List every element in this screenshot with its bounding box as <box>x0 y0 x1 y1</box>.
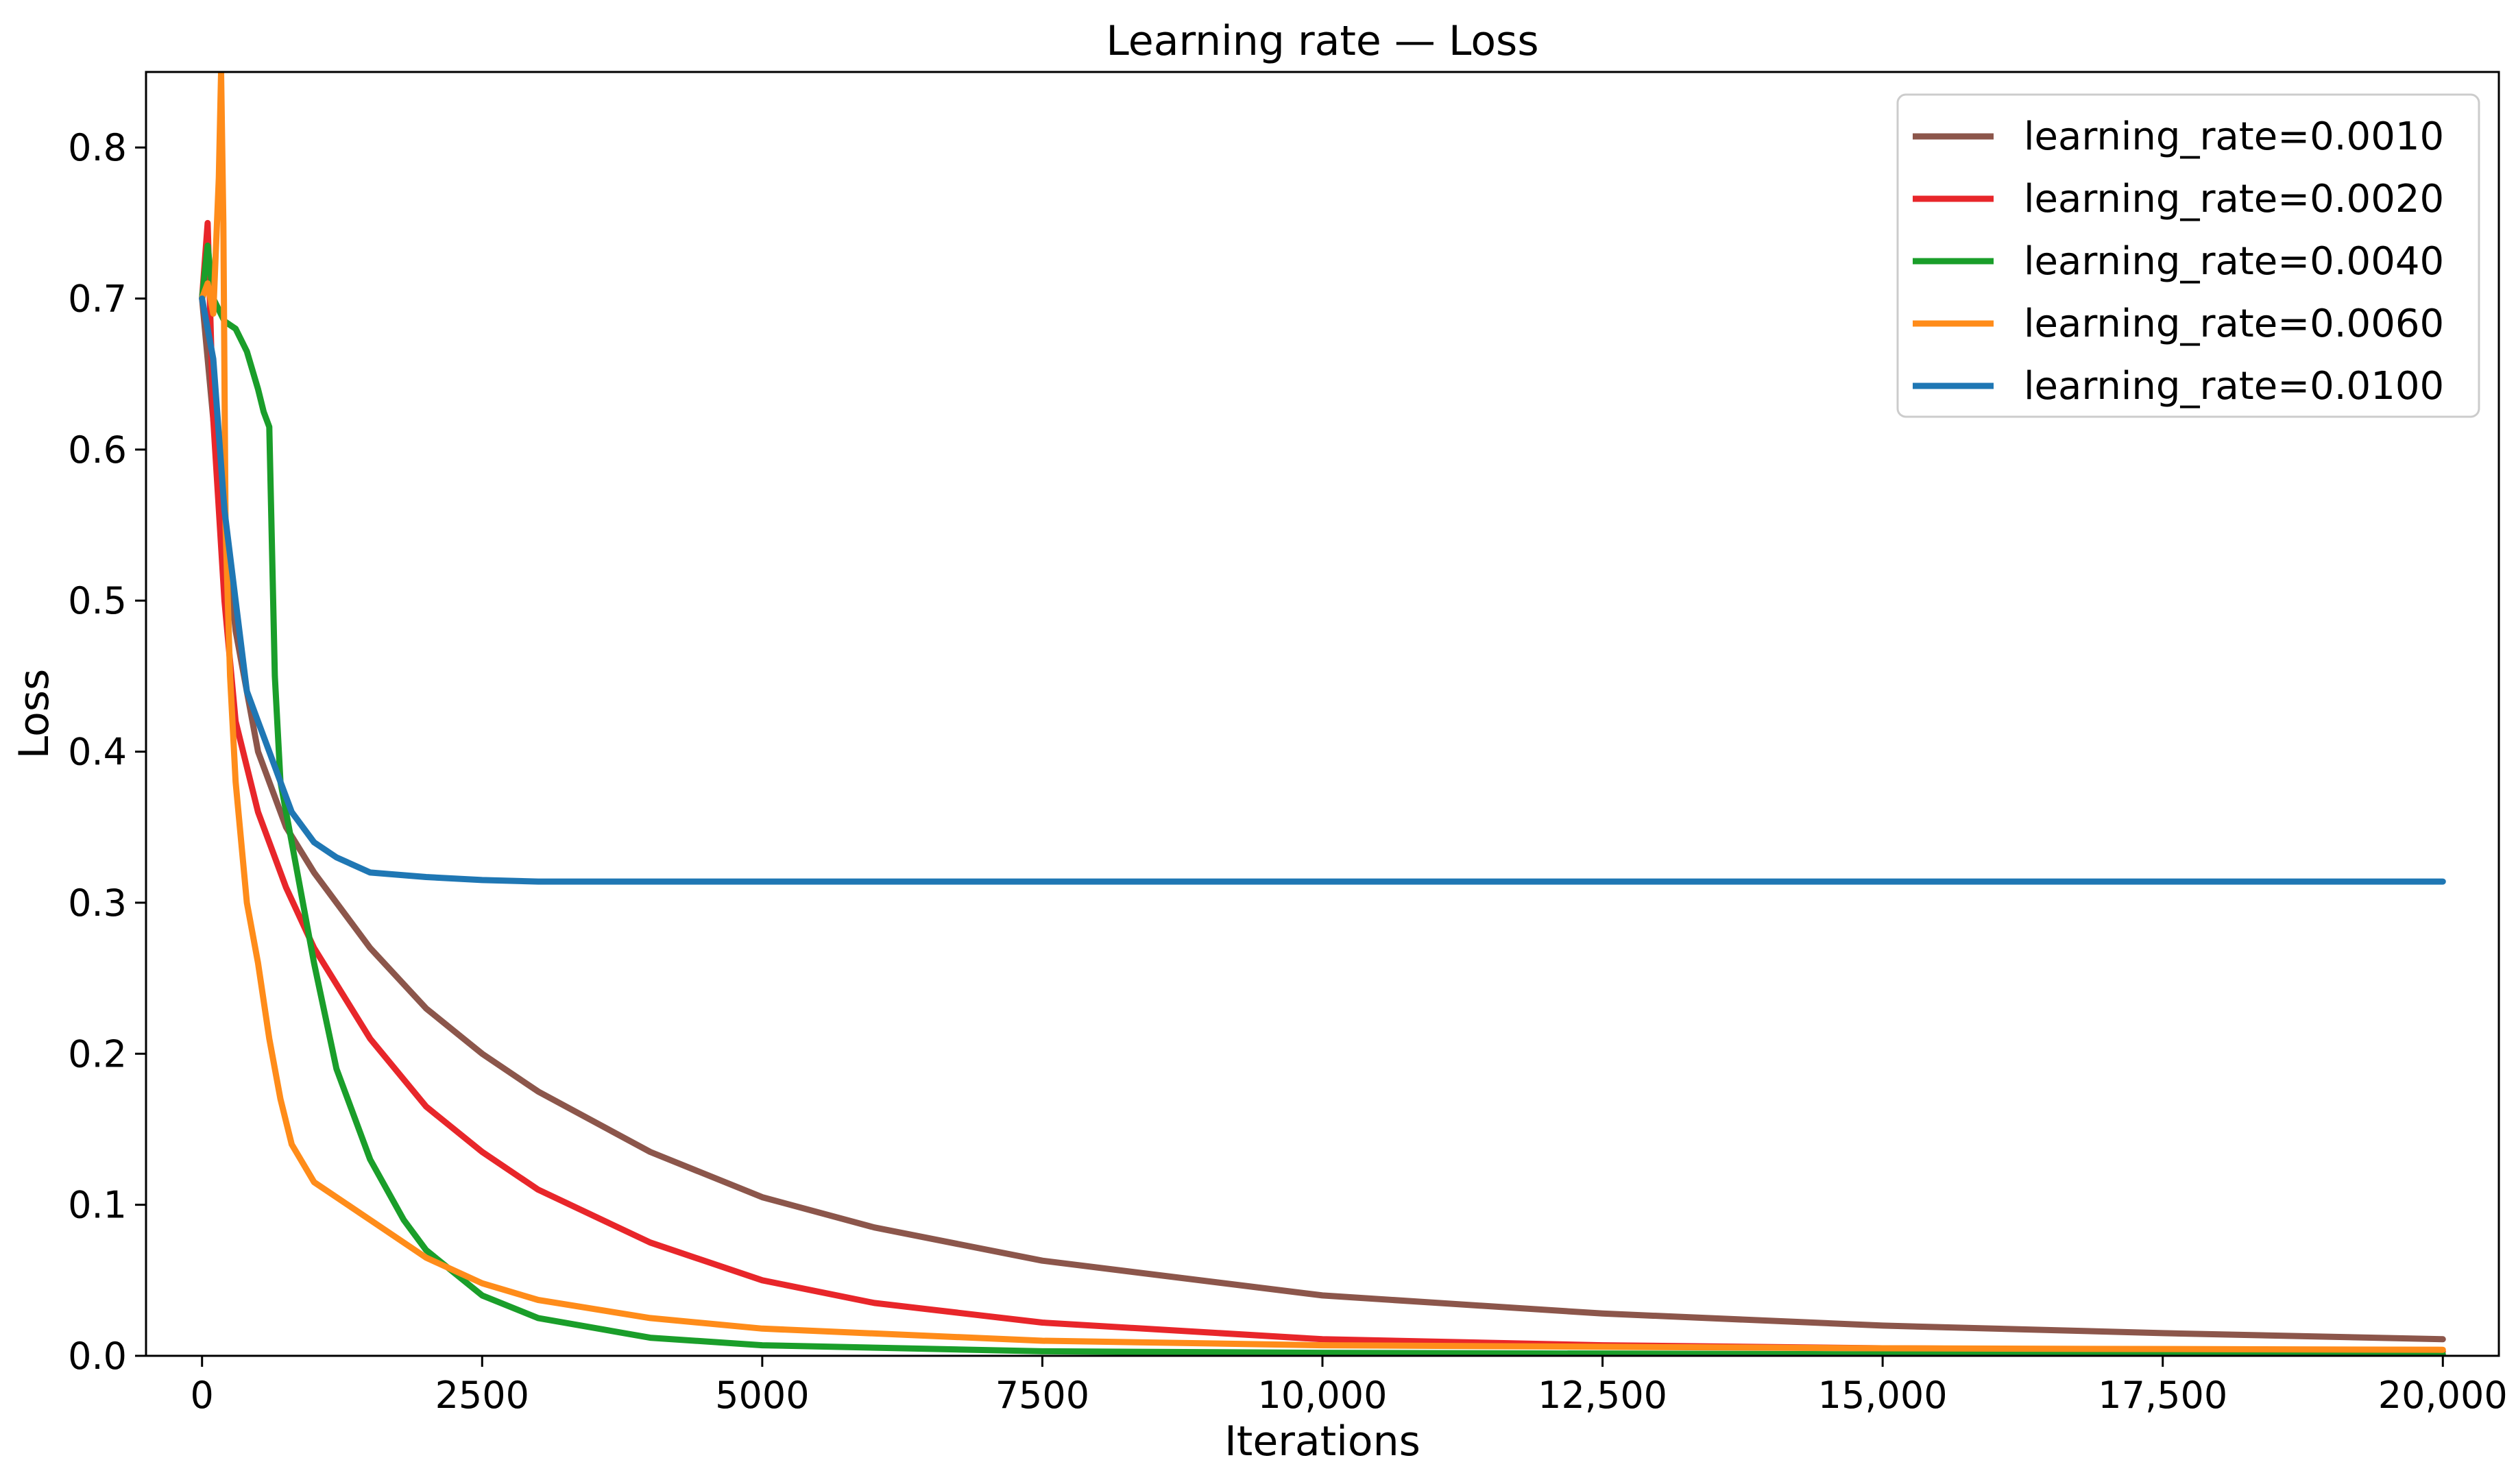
chart-title: Learning rate — Loss <box>1106 17 1538 65</box>
x-axis-label: Iterations <box>1224 1418 1420 1465</box>
x-tick-label: 5000 <box>715 1374 809 1417</box>
legend-entry-0: learning_rate=0.0010 <box>2024 114 2444 159</box>
x-tick-label: 10,000 <box>1258 1374 1388 1417</box>
y-tick-label: 0.3 <box>68 881 127 925</box>
legend: learning_rate=0.0010 learning_rate=0.0020… <box>1896 93 2480 418</box>
legend-entry-2: learning_rate=0.0040 <box>2024 239 2444 284</box>
y-axis: 0.0 0.1 0.2 0.3 0.4 0.5 0.6 0.7 0.8 <box>68 126 146 1378</box>
series-line-3 <box>199 72 2446 1353</box>
x-tick-label: 12,500 <box>1538 1374 1667 1417</box>
y-tick-label: 0.4 <box>68 731 127 774</box>
x-tick-label: 17,500 <box>2098 1374 2227 1417</box>
legend-box <box>1896 93 2480 418</box>
series-line-4 <box>199 295 2446 885</box>
y-tick-label: 0.2 <box>68 1032 127 1075</box>
x-axis: 0 2500 5000 7500 10,000 12,500 15,000 17,500 20,… <box>191 1356 2508 1417</box>
y-axis-label: Loss <box>10 669 58 759</box>
y-tick-label: 0.1 <box>68 1184 127 1227</box>
legend-entry-3: learning_rate=0.0060 <box>2024 302 2444 346</box>
x-tick-label: 15,000 <box>1818 1374 1948 1417</box>
x-tick-label: 2500 <box>435 1374 529 1417</box>
series-line-0 <box>199 295 2446 1343</box>
y-tick-label: 0.8 <box>68 126 127 169</box>
legend-entry-4: learning_rate=0.0100 <box>2024 364 2444 409</box>
y-tick-label: 0.6 <box>68 428 127 472</box>
x-tick-label: 7500 <box>995 1374 1089 1417</box>
x-tick-label: 20,000 <box>2378 1374 2508 1417</box>
x-tick-label: 0 <box>191 1374 214 1417</box>
series-line-2 <box>199 242 2446 1356</box>
legend-entry-1: learning_rate=0.0020 <box>2024 177 2444 221</box>
y-tick-label: 0.5 <box>68 579 127 622</box>
y-tick-label: 0.0 <box>68 1335 127 1378</box>
plot-series <box>199 72 2446 1356</box>
y-tick-label: 0.7 <box>68 278 127 321</box>
